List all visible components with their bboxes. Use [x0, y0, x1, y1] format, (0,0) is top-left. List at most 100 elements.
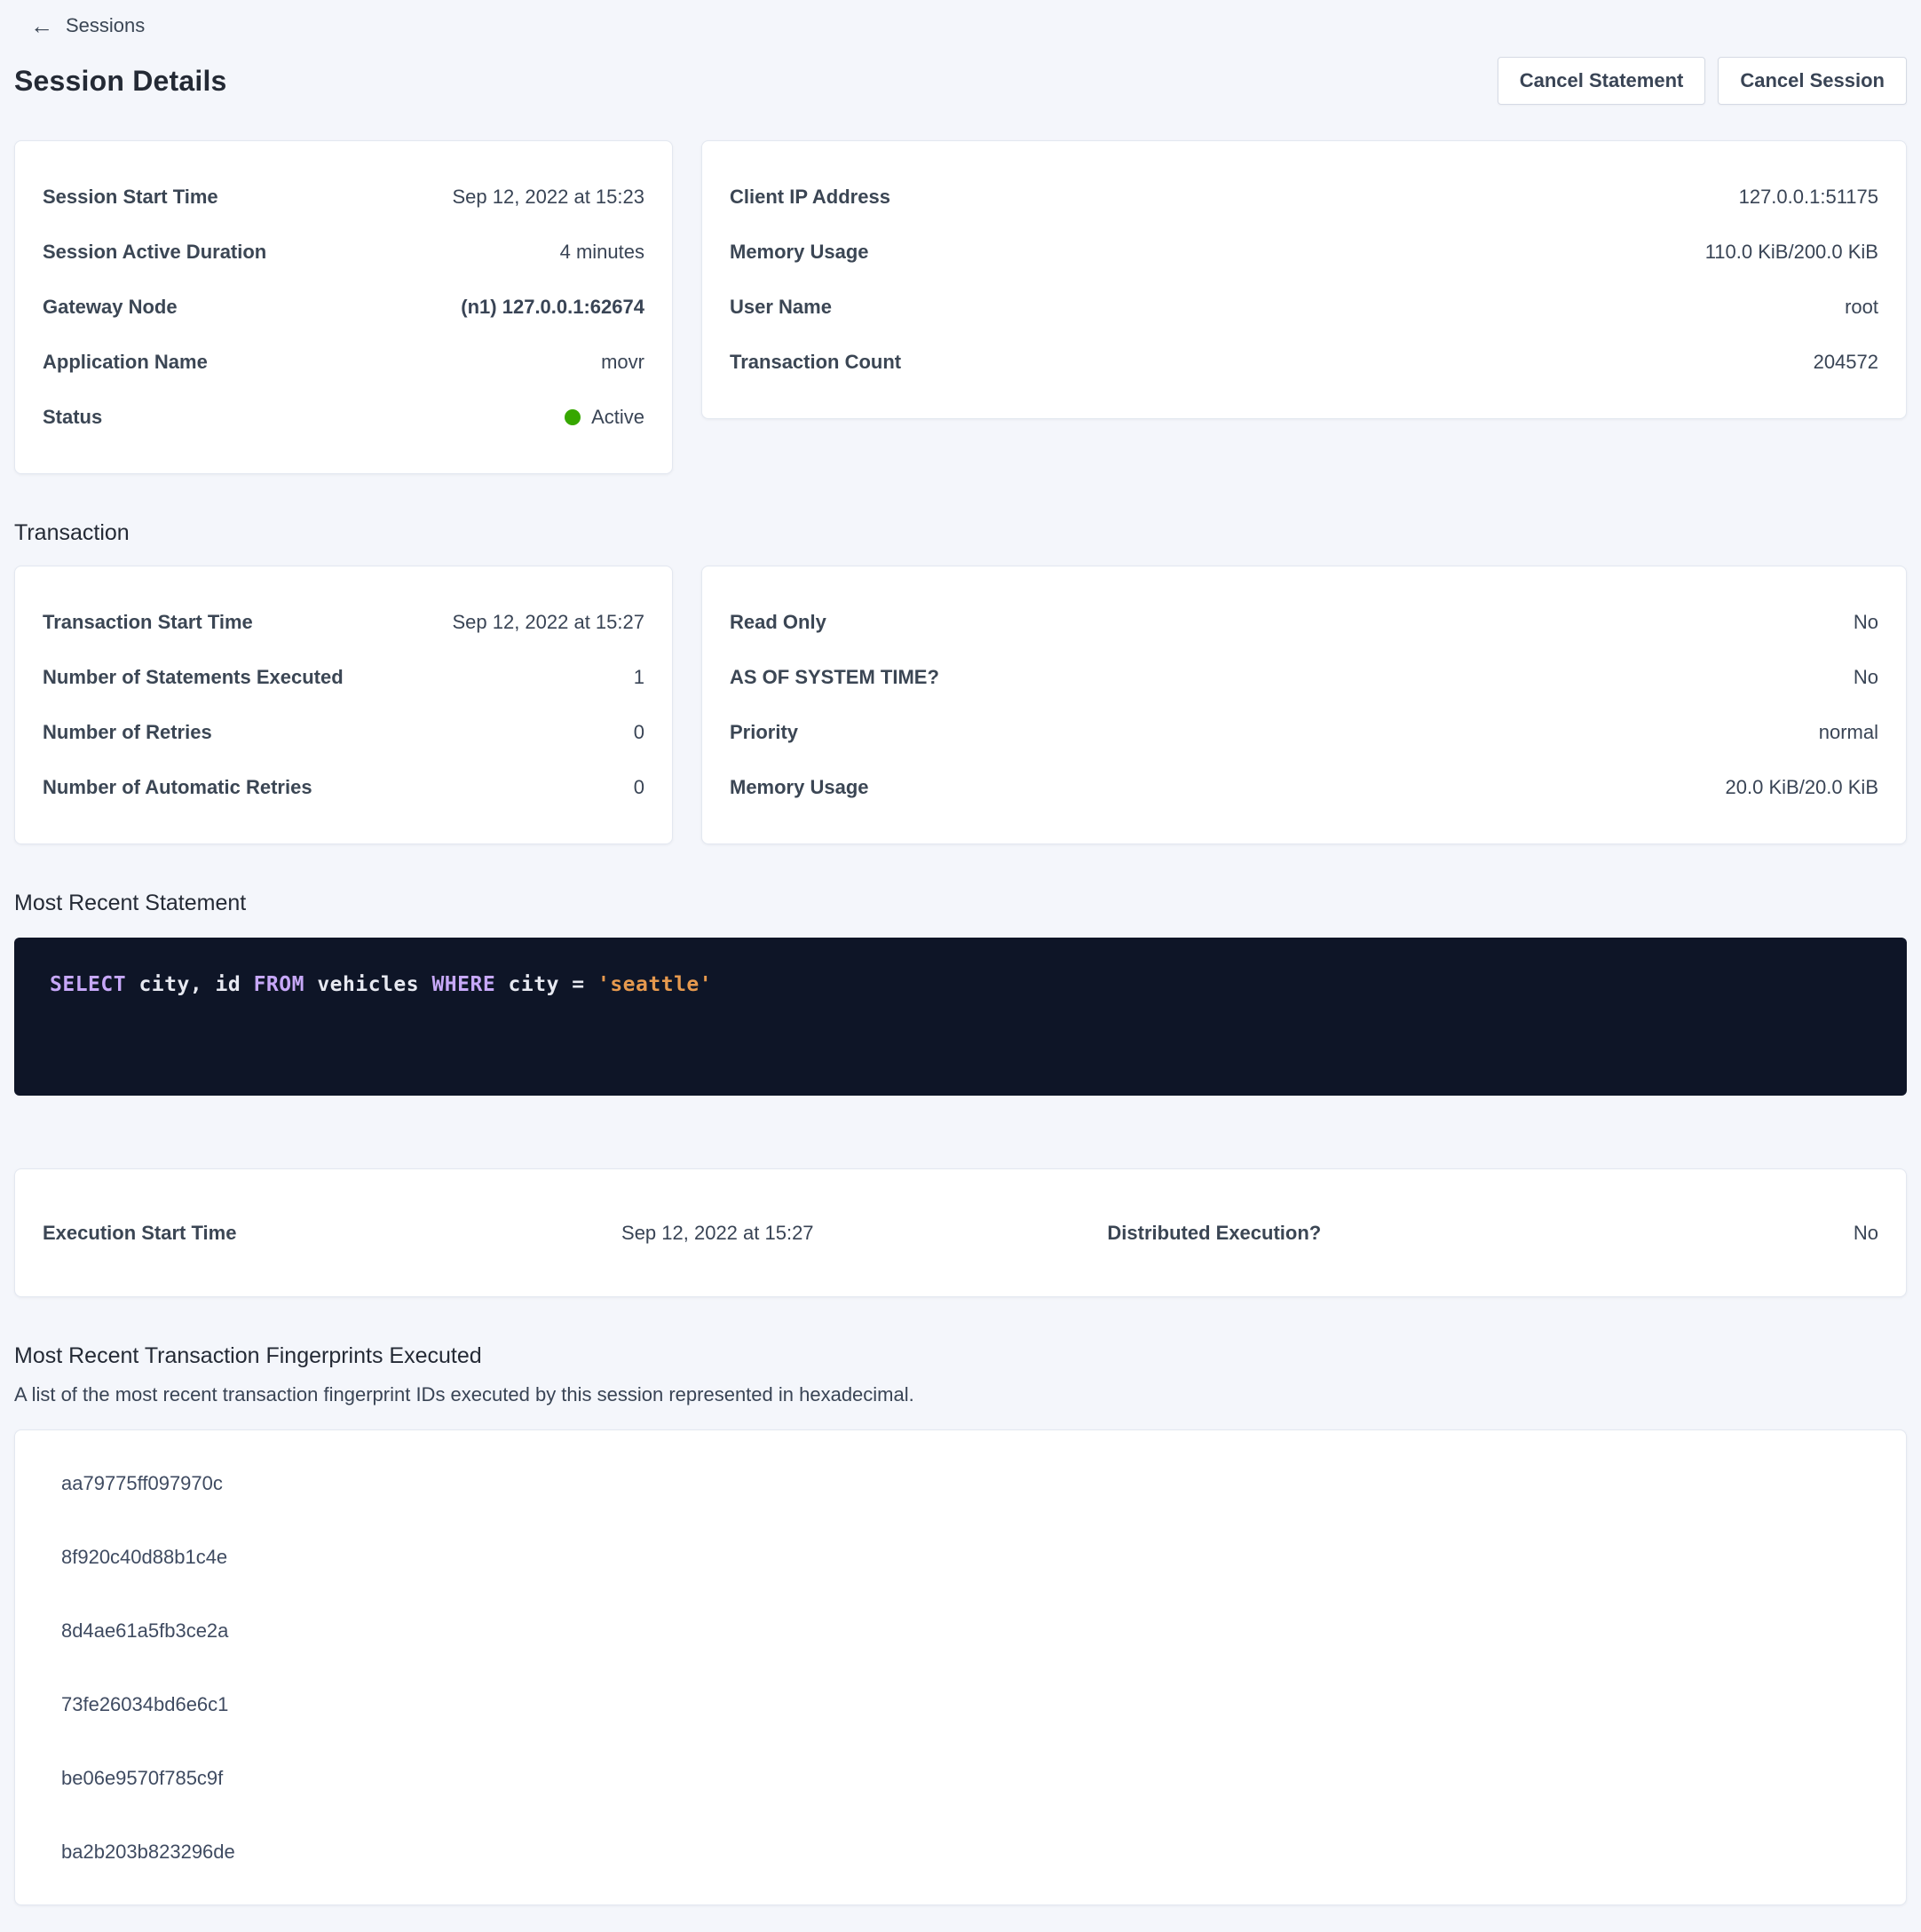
row-value: 4 minutes [559, 241, 644, 263]
summary-row: Read Only No [730, 595, 1878, 650]
row-value: Sep 12, 2022 at 15:27 [452, 611, 644, 633]
sql-keyword: SELECT [50, 973, 127, 996]
cancel-statement-button[interactable]: Cancel Statement [1497, 57, 1706, 105]
fingerprint-row: 8d4ae61a5fb3ce2a [15, 1594, 1906, 1667]
row-label: Number of Retries [43, 721, 212, 743]
execution-summary-row: Execution Start Time Sep 12, 2022 at 15:… [43, 1222, 1878, 1245]
sql-text: city = [495, 973, 597, 996]
summary-row: Transaction Count 204572 [730, 335, 1878, 390]
row-label: User Name [730, 296, 832, 318]
summary-row: User Name root [730, 280, 1878, 335]
row-value: No [1853, 611, 1878, 633]
row-label: Number of Automatic Retries [43, 776, 312, 798]
page-header: Session Details Cancel Statement Cancel … [14, 57, 1907, 105]
fingerprint-id: aa79775ff097970c [61, 1471, 223, 1494]
summary-row: Application Name movr [43, 335, 644, 390]
summary-row: Status Active [43, 390, 644, 445]
active-status-dot-icon [565, 409, 581, 425]
sql-text: vehicles [304, 973, 432, 996]
fingerprints-description: A list of the most recent transaction fi… [14, 1383, 914, 1405]
fingerprints-section-title: Most Recent Transaction Fingerprints Exe… [14, 1343, 482, 1368]
summary-row: Priority normal [730, 705, 1878, 760]
row-value: root [1845, 296, 1878, 318]
row-label: Session Active Duration [43, 241, 267, 263]
sql-statement-box: SELECT city, id FROM vehicles WHERE city… [14, 938, 1907, 1096]
fingerprint-row: 8f920c40d88b1c4e [15, 1520, 1906, 1594]
row-value: 0 [633, 721, 644, 743]
row-value: 1 [633, 666, 644, 688]
row-label: Gateway Node [43, 296, 178, 318]
row-value: 204572 [1813, 351, 1878, 373]
statement-section-title: Most Recent Statement [14, 891, 247, 915]
row-label: AS OF SYSTEM TIME? [730, 666, 939, 688]
transaction-card-left: Transaction Start Time Sep 12, 2022 at 1… [14, 566, 673, 844]
session-summary-card-left: Session Start Time Sep 12, 2022 at 15:23… [14, 140, 673, 474]
session-summary-card-right: Client IP Address 127.0.0.1:51175 Memory… [701, 140, 1907, 419]
fingerprint-id: ba2b203b823296de [61, 1840, 235, 1863]
sql-text: city, id [126, 973, 254, 996]
row-label: Session Start Time [43, 186, 218, 208]
row-value: 0 [633, 776, 644, 798]
fingerprint-id: 8d4ae61a5fb3ce2a [61, 1619, 229, 1642]
sql-statement-text: SELECT city, id FROM vehicles WHERE city… [50, 973, 1871, 996]
distributed-execution-item: Distributed Execution? No [1107, 1222, 1878, 1245]
cancel-session-button[interactable]: Cancel Session [1718, 57, 1907, 105]
fingerprint-id: be06e9570f785c9f [61, 1766, 224, 1789]
summary-row: Number of Retries 0 [43, 705, 644, 760]
row-label: Client IP Address [730, 186, 890, 208]
status-badge: Active [591, 406, 644, 428]
execution-summary-card: Execution Start Time Sep 12, 2022 at 15:… [14, 1168, 1907, 1297]
row-value: Sep 12, 2022 at 15:23 [452, 186, 644, 208]
fingerprint-row: be06e9570f785c9f [15, 1741, 1906, 1815]
back-to-sessions-link[interactable]: ← Sessions [27, 9, 148, 43]
summary-row: Session Active Duration 4 minutes [43, 225, 644, 280]
row-label: Read Only [730, 611, 826, 633]
fingerprint-row: 73fe26034bd6e6c1 [15, 1667, 1906, 1741]
transaction-card-right: Read Only No AS OF SYSTEM TIME? No Prior… [701, 566, 1907, 844]
row-label: Transaction Count [730, 351, 902, 373]
fingerprints-card: aa79775ff097970c 8f920c40d88b1c4e 8d4ae6… [14, 1429, 1907, 1905]
row-value: No [1853, 666, 1878, 688]
summary-row: Gateway Node (n1) 127.0.0.1:62674 [43, 280, 644, 335]
summary-row: Number of Automatic Retries 0 [43, 760, 644, 815]
fingerprint-row: aa79775ff097970c [15, 1446, 1906, 1520]
sql-string-literal: 'seattle' [597, 973, 713, 996]
row-label: Memory Usage [730, 776, 869, 798]
summary-row: Session Start Time Sep 12, 2022 at 15:23 [43, 170, 644, 225]
fingerprint-row: ba2b203b823296de [15, 1815, 1906, 1888]
fingerprint-id: 8f920c40d88b1c4e [61, 1545, 228, 1568]
row-label: Distributed Execution? [1107, 1221, 1322, 1244]
summary-row: Client IP Address 127.0.0.1:51175 [730, 170, 1878, 225]
summary-row: Transaction Start Time Sep 12, 2022 at 1… [43, 595, 644, 650]
row-label: Status [43, 406, 103, 428]
row-label: Memory Usage [730, 241, 869, 263]
summary-row: Memory Usage 110.0 KiB/200.0 KiB [730, 225, 1878, 280]
row-label: Transaction Start Time [43, 611, 253, 633]
sql-keyword: WHERE [431, 973, 496, 996]
gateway-node-link[interactable]: (n1) 127.0.0.1:62674 [461, 296, 644, 318]
sql-keyword: FROM [253, 973, 304, 996]
status-value: Active [565, 406, 644, 429]
row-value: No [1853, 1221, 1878, 1244]
row-value: 110.0 KiB/200.0 KiB [1704, 241, 1878, 263]
row-label: Application Name [43, 351, 208, 373]
execution-start-item: Execution Start Time Sep 12, 2022 at 15:… [43, 1222, 814, 1245]
row-label: Number of Statements Executed [43, 666, 344, 688]
transaction-summary-row: Transaction Start Time Sep 12, 2022 at 1… [14, 566, 1907, 844]
row-label: Priority [730, 721, 799, 743]
transaction-section-title: Transaction [14, 520, 130, 545]
row-label: Execution Start Time [43, 1221, 237, 1244]
row-value: 127.0.0.1:51175 [1738, 186, 1878, 208]
summary-row: Number of Statements Executed 1 [43, 650, 644, 705]
row-value: normal [1818, 721, 1878, 743]
back-link-label: Sessions [66, 14, 146, 36]
session-summary-row: Session Start Time Sep 12, 2022 at 15:23… [14, 140, 1907, 474]
header-actions: Cancel Statement Cancel Session [1497, 57, 1907, 105]
back-arrow-icon: ← [30, 12, 53, 39]
summary-row: Memory Usage 20.0 KiB/20.0 KiB [730, 760, 1878, 815]
row-value: movr [601, 351, 644, 373]
fingerprint-id: 73fe26034bd6e6c1 [61, 1692, 229, 1715]
page-title: Session Details [14, 64, 227, 97]
row-value: 20.0 KiB/20.0 KiB [1725, 776, 1878, 798]
